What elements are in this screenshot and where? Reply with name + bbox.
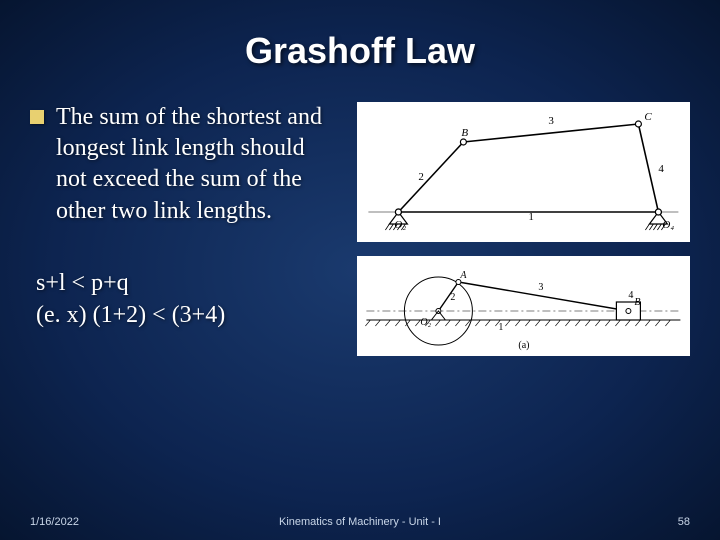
svg-text:2: 2 — [419, 171, 425, 183]
footer-page-number: 58 — [678, 516, 690, 528]
formula-block: s+l < p+q (e. x) (1+2) < (3+4) — [36, 267, 337, 332]
slide-title: Grashoff Law — [30, 30, 690, 72]
svg-text:1: 1 — [529, 211, 535, 223]
svg-text:A: A — [460, 270, 468, 281]
svg-text:B: B — [635, 297, 641, 308]
svg-text:O₂: O₂ — [395, 219, 407, 231]
svg-text:O₂: O₂ — [421, 317, 432, 328]
text-column: The sum of the shortest and longest link… — [30, 102, 337, 332]
svg-text:3: 3 — [549, 115, 555, 127]
svg-text:2: 2 — [451, 292, 456, 303]
slide-footer: 1/16/2022 Kinematics of Machinery - Unit… — [30, 516, 690, 528]
bullet-item: The sum of the shortest and longest link… — [30, 102, 337, 227]
bullet-icon — [30, 110, 44, 124]
svg-text:3: 3 — [539, 282, 544, 293]
content-row: The sum of the shortest and longest link… — [30, 102, 690, 356]
svg-text:C: C — [645, 111, 653, 123]
svg-text:O₄: O₄ — [663, 219, 675, 231]
svg-text:4: 4 — [659, 163, 665, 175]
slider-crank-diagram: 2 3 4 O₂ A B 1 (a) — [357, 256, 690, 356]
four-bar-diagram: 2 3 4 1 O₂ B C O₄ — [357, 102, 690, 242]
svg-text:4: 4 — [629, 290, 634, 301]
formula-line-1: s+l < p+q — [36, 267, 337, 299]
formula-line-2: (e. x) (1+2) < (3+4) — [36, 299, 337, 331]
footer-subject: Kinematics of Machinery - Unit - I — [279, 516, 441, 528]
svg-text:1: 1 — [499, 322, 504, 333]
bullet-text: The sum of the shortest and longest link… — [56, 102, 337, 227]
footer-date: 1/16/2022 — [30, 516, 79, 528]
slide: Grashoff Law The sum of the shortest and… — [0, 0, 720, 540]
svg-text:B: B — [462, 127, 469, 139]
diagram-column: 2 3 4 1 O₂ B C O₄ 2 3 4 O₂ A B 1 (a) — [357, 102, 690, 356]
svg-text:(a): (a) — [519, 340, 530, 351]
